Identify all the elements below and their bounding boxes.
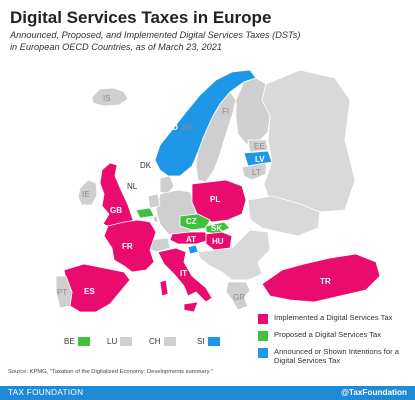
legend-label-implemented: Implemented a Digital Services Tax xyxy=(274,313,393,322)
map-label-lt: LT xyxy=(252,168,261,177)
country-sardinia xyxy=(159,279,169,297)
map-label-tr: TR xyxy=(320,277,331,286)
map-label-gb: GB xyxy=(110,206,122,215)
source-note: Source: KPMG, "Taxation of the Digitaliz… xyxy=(8,369,213,375)
country-iceland xyxy=(91,87,129,107)
subtitle-line-2: in European OECD Countries, as of March … xyxy=(10,42,222,52)
country-uk xyxy=(99,162,134,229)
country-balkans xyxy=(197,229,271,281)
legend-label-announced: Announced or Shown Intentions for a Digi… xyxy=(274,347,399,365)
small-country-si-swatch xyxy=(207,337,220,346)
country-portugal xyxy=(55,275,73,309)
legend-swatch-proposed xyxy=(258,331,268,341)
subtitle-line-1: Announced, Proposed, and Implemented Dig… xyxy=(10,30,301,40)
country-ukraine xyxy=(247,195,321,237)
legend-item-announced: Announced or Shown Intentions for a Digi… xyxy=(258,347,408,365)
country-lithuania xyxy=(241,162,267,181)
country-sicily xyxy=(183,301,199,313)
country-spain xyxy=(63,263,131,313)
map-label-it: IT xyxy=(180,269,187,278)
map-label-sk: SK xyxy=(211,224,222,233)
country-austria xyxy=(169,231,211,245)
country-denmark xyxy=(159,175,175,195)
small-country-be: BE xyxy=(64,336,90,347)
map-label-lv: LV xyxy=(255,155,265,164)
map-label-gr: GR xyxy=(233,293,245,302)
small-country-si-label: SI xyxy=(197,337,205,346)
footer-brand: TAX FOUNDATION xyxy=(8,388,84,397)
small-country-lu-swatch xyxy=(120,337,133,346)
small-country-ch-swatch xyxy=(163,337,176,346)
map-label-nl: NL xyxy=(127,182,138,191)
country-ireland xyxy=(77,179,98,206)
map-label-no: NO xyxy=(166,123,178,132)
map-label-is: IS xyxy=(103,94,111,103)
map-label-cz: CZ xyxy=(186,217,197,226)
map-label-se: SE xyxy=(182,123,193,132)
legend-label-proposed: Proposed a Digital Services Tax xyxy=(274,330,382,339)
small-country-ch: CH xyxy=(149,336,176,347)
legend-item-proposed: Proposed a Digital Services Tax xyxy=(258,330,408,341)
map-label-at: AT xyxy=(186,235,196,244)
map-label-es: ES xyxy=(84,287,95,296)
map-label-dk: DK xyxy=(140,161,152,170)
page-subtitle: Announced, Proposed, and Implemented Dig… xyxy=(10,29,330,53)
country-slovenia xyxy=(187,244,199,255)
small-country-lu: LU xyxy=(107,336,133,347)
country-sweden xyxy=(195,91,237,183)
map-label-hu: HU xyxy=(212,237,224,246)
map-label-ie: IE xyxy=(82,190,90,199)
map-label-fr: FR xyxy=(122,242,133,251)
map-label-fi: FI xyxy=(222,107,229,116)
country-greece xyxy=(225,281,251,311)
legend-item-implemented: Implemented a Digital Services Tax xyxy=(258,313,408,324)
country-france xyxy=(103,219,157,273)
country-poland xyxy=(191,179,247,223)
small-country-be-label: BE xyxy=(64,337,75,346)
country-estonia xyxy=(247,139,269,153)
map-label-pt: PT xyxy=(57,288,67,297)
country-russia xyxy=(261,69,356,213)
footer-handle[interactable]: @TaxFoundation xyxy=(340,388,407,397)
country-slovakia xyxy=(205,221,231,235)
legend-swatch-implemented xyxy=(258,314,268,324)
legend-swatch-announced xyxy=(258,348,268,358)
country-luxembourg xyxy=(152,215,159,223)
country-turkey xyxy=(261,253,381,303)
small-country-be-swatch xyxy=(77,337,90,346)
country-italy xyxy=(157,247,213,303)
footer-bar: TAX FOUNDATION @TaxFoundation xyxy=(0,386,415,400)
page-title: Digital Services Taxes in Europe xyxy=(10,8,272,27)
country-netherlands xyxy=(147,193,161,209)
country-belgium xyxy=(135,207,155,219)
map-legend: Implemented a Digital Services Tax Propo… xyxy=(258,313,408,371)
small-country-ch-label: CH xyxy=(149,337,161,346)
small-country-lu-label: LU xyxy=(107,337,118,346)
map-label-pl: PL xyxy=(210,195,220,204)
small-country-si: SI xyxy=(197,336,220,347)
map-label-ee: EE xyxy=(254,142,265,151)
